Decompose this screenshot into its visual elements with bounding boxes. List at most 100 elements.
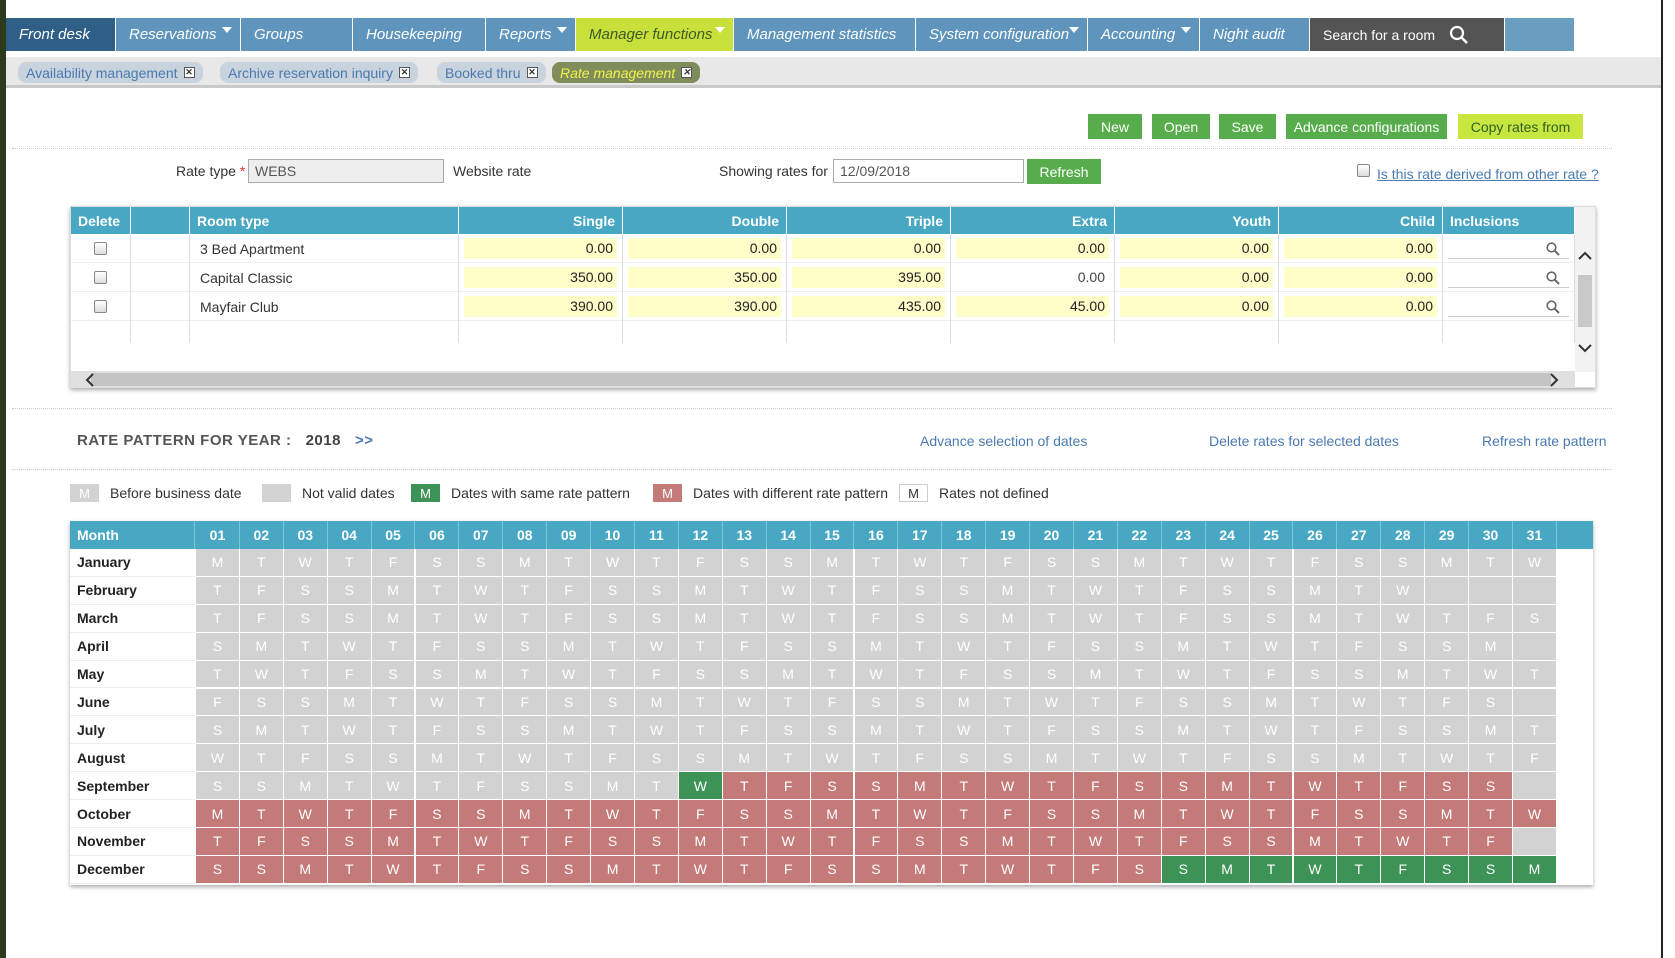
date-cell[interactable]: F [327, 660, 371, 688]
date-cell[interactable]: F [1030, 716, 1073, 744]
date-cell[interactable]: T [722, 855, 766, 883]
date-cell[interactable]: W [1030, 688, 1073, 716]
date-cell[interactable]: S [327, 744, 371, 772]
date-cell[interactable]: S [635, 744, 678, 772]
date-cell[interactable]: T [415, 772, 459, 800]
date-cell[interactable]: W [459, 828, 503, 855]
date-cell[interactable]: T [635, 855, 678, 883]
date-cell[interactable]: S [1249, 576, 1293, 604]
date-cell[interactable]: T [1161, 800, 1205, 827]
rate-input-youth[interactable]: 0.00 [1120, 267, 1273, 288]
date-cell[interactable]: M [1293, 576, 1337, 604]
date-cell[interactable]: W [459, 604, 503, 632]
date-cell[interactable]: F [1161, 576, 1205, 604]
rate-input-extra[interactable]: 0.00 [956, 238, 1109, 259]
date-cell[interactable]: M [722, 744, 766, 772]
date-cell[interactable]: W [898, 800, 942, 827]
search-icon[interactable] [1546, 242, 1560, 256]
date-cell[interactable]: T [1425, 660, 1469, 688]
date-cell[interactable]: W [547, 660, 591, 688]
rate-input-extra[interactable]: 0.00 [956, 267, 1109, 288]
date-cell[interactable]: S [1074, 800, 1117, 827]
date-cell[interactable]: S [986, 660, 1030, 688]
date-cell[interactable]: T [810, 576, 854, 604]
inclusions-input[interactable] [1448, 239, 1569, 259]
date-cell[interactable]: F [1381, 772, 1425, 800]
date-cell[interactable]: W [1381, 604, 1425, 632]
date-cell[interactable]: S [196, 855, 239, 883]
date-cell[interactable]: F [547, 604, 591, 632]
date-cell[interactable]: T [635, 772, 678, 800]
date-cell[interactable]: S [239, 772, 283, 800]
date-cell[interactable]: S [283, 576, 327, 604]
date-cell[interactable]: T [722, 828, 766, 855]
rate-input-double[interactable]: 0.00 [628, 238, 781, 259]
date-cell[interactable]: S [503, 772, 547, 800]
date-cell[interactable]: F [810, 688, 854, 716]
date-cell[interactable]: M [283, 855, 327, 883]
date-cell[interactable]: T [942, 855, 986, 883]
date-cell[interactable]: W [1513, 549, 1556, 576]
date-cell[interactable]: S [1381, 549, 1425, 576]
date-cell[interactable]: W [766, 828, 810, 855]
rate-input-triple[interactable]: 395.00 [792, 267, 945, 288]
date-cell[interactable]: T [1030, 772, 1073, 800]
date-cell[interactable]: T [1205, 632, 1249, 660]
date-cell[interactable]: M [986, 604, 1030, 632]
nav-manager-functions[interactable]: Manager functions [576, 18, 734, 51]
date-cell[interactable]: S [635, 828, 678, 855]
tab-rate-management[interactable]: Rate management ✕ [552, 62, 701, 83]
date-cell[interactable]: T [854, 800, 898, 827]
date-cell[interactable]: S [1425, 632, 1469, 660]
date-cell[interactable]: F [1337, 716, 1381, 744]
date-cell[interactable]: T [415, 828, 459, 855]
date-cell[interactable]: S [196, 716, 239, 744]
date-cell[interactable]: F [1030, 632, 1073, 660]
new-button[interactable]: New [1088, 114, 1142, 139]
date-cell[interactable]: F [503, 688, 547, 716]
date-cell[interactable]: S [283, 604, 327, 632]
date-cell[interactable]: F [415, 716, 459, 744]
date-cell[interactable]: W [635, 716, 678, 744]
date-cell[interactable]: W [503, 744, 547, 772]
date-cell[interactable]: T [327, 549, 371, 576]
scroll-up-icon[interactable] [1578, 251, 1592, 261]
date-cell[interactable]: S [722, 800, 766, 827]
date-cell[interactable]: W [459, 576, 503, 604]
date-cell[interactable]: S [503, 632, 547, 660]
date-cell[interactable]: F [1469, 828, 1512, 855]
date-cell[interactable]: F [1161, 828, 1205, 855]
date-cell[interactable]: S [1074, 549, 1117, 576]
date-cell[interactable]: S [1205, 828, 1249, 855]
rate-input-single[interactable]: 390.00 [464, 296, 617, 317]
date-cell[interactable]: S [1030, 549, 1073, 576]
date-cell[interactable]: S [898, 604, 942, 632]
date-cell[interactable]: S [591, 576, 634, 604]
date-cell[interactable]: T [854, 744, 898, 772]
chevron-down-icon[interactable] [557, 27, 567, 33]
date-cell[interactable]: F [854, 828, 898, 855]
date-cell[interactable]: F [898, 744, 942, 772]
date-cell[interactable]: M [327, 688, 371, 716]
date-cell[interactable]: T [898, 716, 942, 744]
date-cell[interactable]: S [459, 716, 503, 744]
date-cell[interactable]: M [1030, 744, 1073, 772]
date-cell[interactable]: T [1161, 549, 1205, 576]
rate-input-child[interactable]: 0.00 [1284, 296, 1437, 317]
date-cell[interactable]: M [547, 632, 591, 660]
date-cell[interactable]: T [1249, 772, 1293, 800]
date-cell[interactable]: T [371, 632, 415, 660]
nav-accounting[interactable]: Accounting [1088, 18, 1200, 51]
copy-rates-from-button[interactable]: Copy rates from [1458, 114, 1583, 139]
date-cell[interactable]: T [327, 800, 371, 827]
date-cell[interactable]: F [591, 744, 634, 772]
date-cell[interactable]: W [1381, 828, 1425, 855]
date-cell[interactable]: F [1074, 772, 1117, 800]
date-cell[interactable]: M [283, 772, 327, 800]
date-cell[interactable]: T [678, 688, 722, 716]
rate-input-child[interactable]: 0.00 [1284, 238, 1437, 259]
search-icon[interactable] [1546, 300, 1560, 314]
date-cell[interactable]: T [722, 772, 766, 800]
date-cell[interactable]: S [547, 772, 591, 800]
scroll-down-icon[interactable] [1578, 343, 1592, 353]
